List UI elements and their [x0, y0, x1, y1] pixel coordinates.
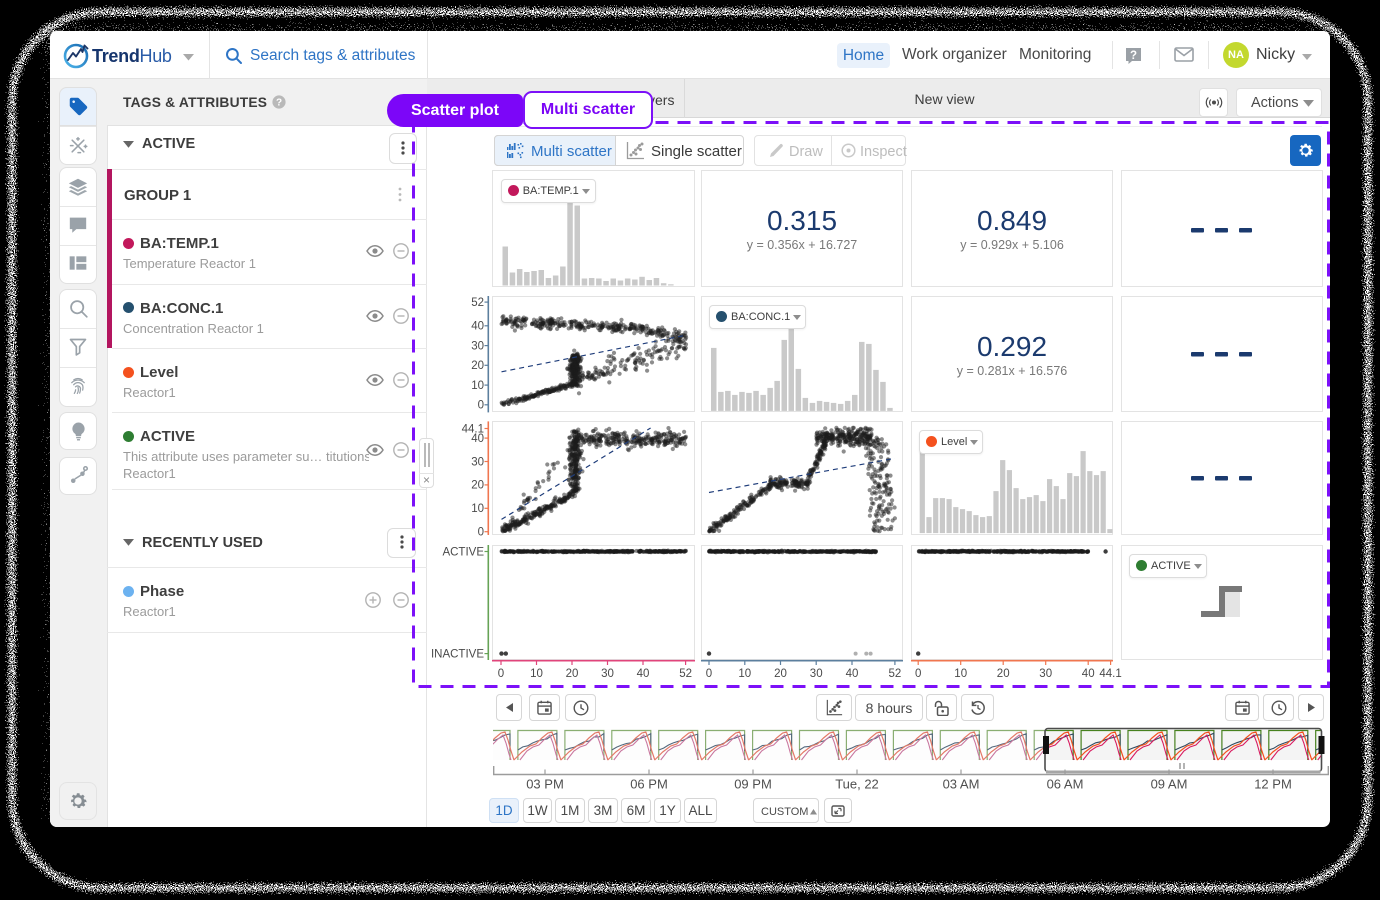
svg-text:30: 30	[1039, 668, 1052, 680]
svg-text:06 AM: 06 AM	[1047, 777, 1084, 792]
svg-text:09 PM: 09 PM	[734, 777, 772, 792]
svg-text:0: 0	[478, 527, 484, 539]
svg-text:?: ?	[276, 98, 282, 109]
svg-text:10: 10	[738, 668, 751, 680]
svg-text:ACTIVE: ACTIVE	[442, 546, 484, 558]
svg-text:44.1: 44.1	[462, 423, 484, 435]
svg-text:03 AM: 03 AM	[943, 777, 980, 792]
svg-text:52: 52	[889, 668, 902, 680]
svg-text:30: 30	[810, 668, 823, 680]
svg-text:09 AM: 09 AM	[1151, 777, 1188, 792]
svg-text:12 PM: 12 PM	[1254, 777, 1292, 792]
svg-text:52: 52	[471, 297, 484, 309]
svg-text:0: 0	[498, 668, 504, 680]
svg-text:40: 40	[846, 668, 859, 680]
svg-text:?: ?	[1130, 50, 1137, 62]
svg-text:30: 30	[471, 456, 484, 468]
svg-text:10: 10	[471, 380, 484, 392]
svg-text:20: 20	[997, 668, 1010, 680]
svg-text:44.1: 44.1	[1099, 668, 1121, 680]
svg-text:40: 40	[471, 321, 484, 333]
svg-text:20: 20	[566, 668, 579, 680]
svg-text:0: 0	[478, 400, 484, 412]
svg-text:20: 20	[471, 480, 484, 492]
svg-text:10: 10	[471, 503, 484, 515]
svg-text:40: 40	[637, 668, 650, 680]
svg-text:10: 10	[530, 668, 543, 680]
svg-text:40: 40	[1082, 668, 1095, 680]
svg-text:20: 20	[774, 668, 787, 680]
svg-text:52: 52	[679, 668, 692, 680]
svg-text:0: 0	[915, 668, 921, 680]
svg-text:06 PM: 06 PM	[630, 777, 668, 792]
svg-text:0: 0	[706, 668, 712, 680]
svg-text:30: 30	[471, 340, 484, 352]
svg-text:Tue, 22: Tue, 22	[835, 777, 879, 792]
svg-text:INACTIVE: INACTIVE	[431, 648, 484, 660]
svg-text:03 PM: 03 PM	[526, 777, 564, 792]
svg-text:10: 10	[954, 668, 967, 680]
svg-text:20: 20	[471, 360, 484, 372]
svg-text:30: 30	[601, 668, 614, 680]
